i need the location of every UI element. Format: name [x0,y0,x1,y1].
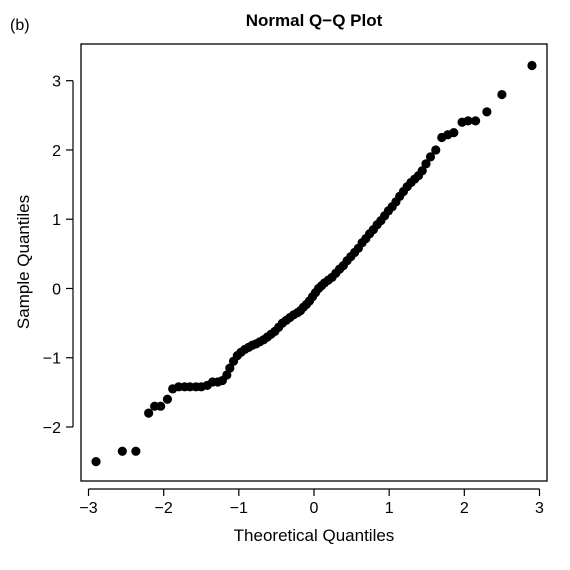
data-point [91,457,101,467]
x-axis-label: Theoretical Quantiles [234,526,395,545]
data-point [527,60,537,71]
data-point [144,408,154,418]
data-point [225,363,235,373]
data-point [417,166,427,176]
chart-title: Normal Q−Q Plot [246,11,383,30]
x-tick-label: 1 [385,500,394,517]
data-points [91,60,537,467]
data-point [470,116,481,126]
x-tick-label: 2 [460,500,469,517]
data-point [222,370,232,380]
y-tick-label: −1 [43,351,61,368]
y-axis: −2 −1 0 1 2 3 [43,74,74,437]
x-tick-label: −1 [230,500,248,517]
data-point [131,446,141,456]
x-tick-label: 3 [535,500,544,517]
data-point [482,107,492,117]
data-point [156,401,166,411]
y-tick-label: −2 [43,420,61,437]
data-point [162,394,173,404]
data-point [497,89,507,100]
plot-frame [80,43,548,482]
data-point [463,116,473,126]
panel-label: (b) [10,17,30,34]
data-point [117,446,127,456]
y-tick-label: 3 [52,74,61,91]
data-point [421,159,431,169]
y-tick-label: 2 [52,143,61,160]
data-point [425,152,436,162]
data-point [449,128,459,138]
x-tick-label: −2 [155,500,173,517]
y-tick-label: 1 [52,212,61,229]
y-axis-label: Sample Quantiles [14,195,33,329]
x-axis: −3 −2 −1 0 1 2 3 [79,488,544,517]
x-tick-label: −3 [79,500,97,517]
x-tick-label: 0 [310,500,319,517]
y-tick-label: 0 [52,281,61,298]
data-point [431,145,441,155]
